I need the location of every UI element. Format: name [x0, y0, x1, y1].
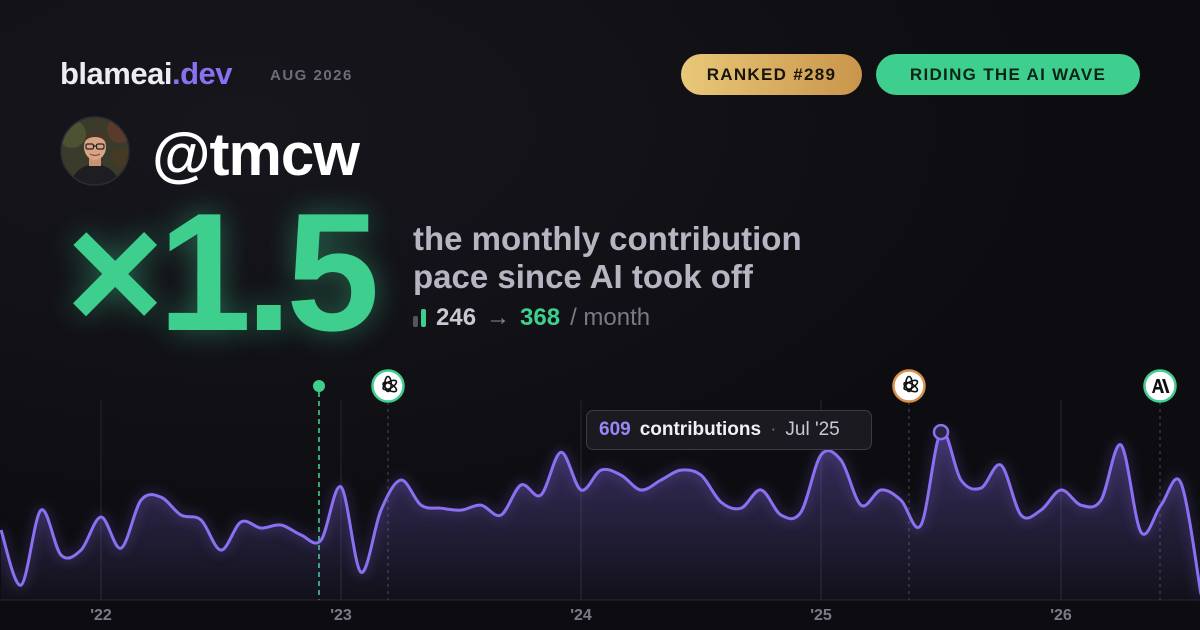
- ai-launch-dot: [313, 380, 325, 392]
- brand-tld: .dev: [171, 56, 233, 91]
- brand: blameai.dev: [60, 56, 232, 92]
- brand-name: blameai: [60, 56, 172, 91]
- pace-unit: / month: [570, 304, 651, 331]
- area-fill: [1, 431, 1200, 600]
- x-tick-label: '24: [570, 607, 592, 624]
- openai-icon: [371, 369, 405, 403]
- tooltip-date: Jul '25: [785, 419, 840, 440]
- pace-stats: 246 → 368 / month: [413, 304, 650, 332]
- tooltip-separator: ·: [770, 419, 777, 440]
- hover-point: [932, 423, 950, 441]
- rank-badge: RANKED #289: [681, 54, 862, 95]
- pace-arrow: →: [486, 304, 511, 331]
- anthropic-icon: [1143, 369, 1177, 403]
- x-tick-label: '26: [1050, 607, 1072, 624]
- avatar: [60, 116, 130, 186]
- event-icons: [371, 369, 1177, 403]
- handle: @tmcw: [152, 121, 360, 188]
- headline-line: the monthly contribution: [413, 220, 802, 257]
- x-tick-label: '22: [90, 607, 112, 624]
- tooltip: 609 contributions · Jul '25: [586, 410, 872, 450]
- openai-icon: [892, 369, 926, 403]
- multiplier: ×1.5: [66, 178, 380, 366]
- pace-before: 246: [436, 304, 477, 331]
- headline-line: pace since AI took off: [413, 258, 753, 295]
- date: AUG 2026: [270, 67, 353, 84]
- x-tick-label: '23: [330, 607, 352, 624]
- area-line: [0, 429, 1200, 595]
- pace-icon: [413, 309, 426, 327]
- status-badge: RIDING THE AI WAVE: [876, 54, 1140, 95]
- pace-after: 368: [520, 304, 561, 331]
- tooltip-value: 609: [599, 419, 631, 440]
- tooltip-unit: contributions: [639, 419, 762, 440]
- x-tick-label: '25: [810, 607, 832, 624]
